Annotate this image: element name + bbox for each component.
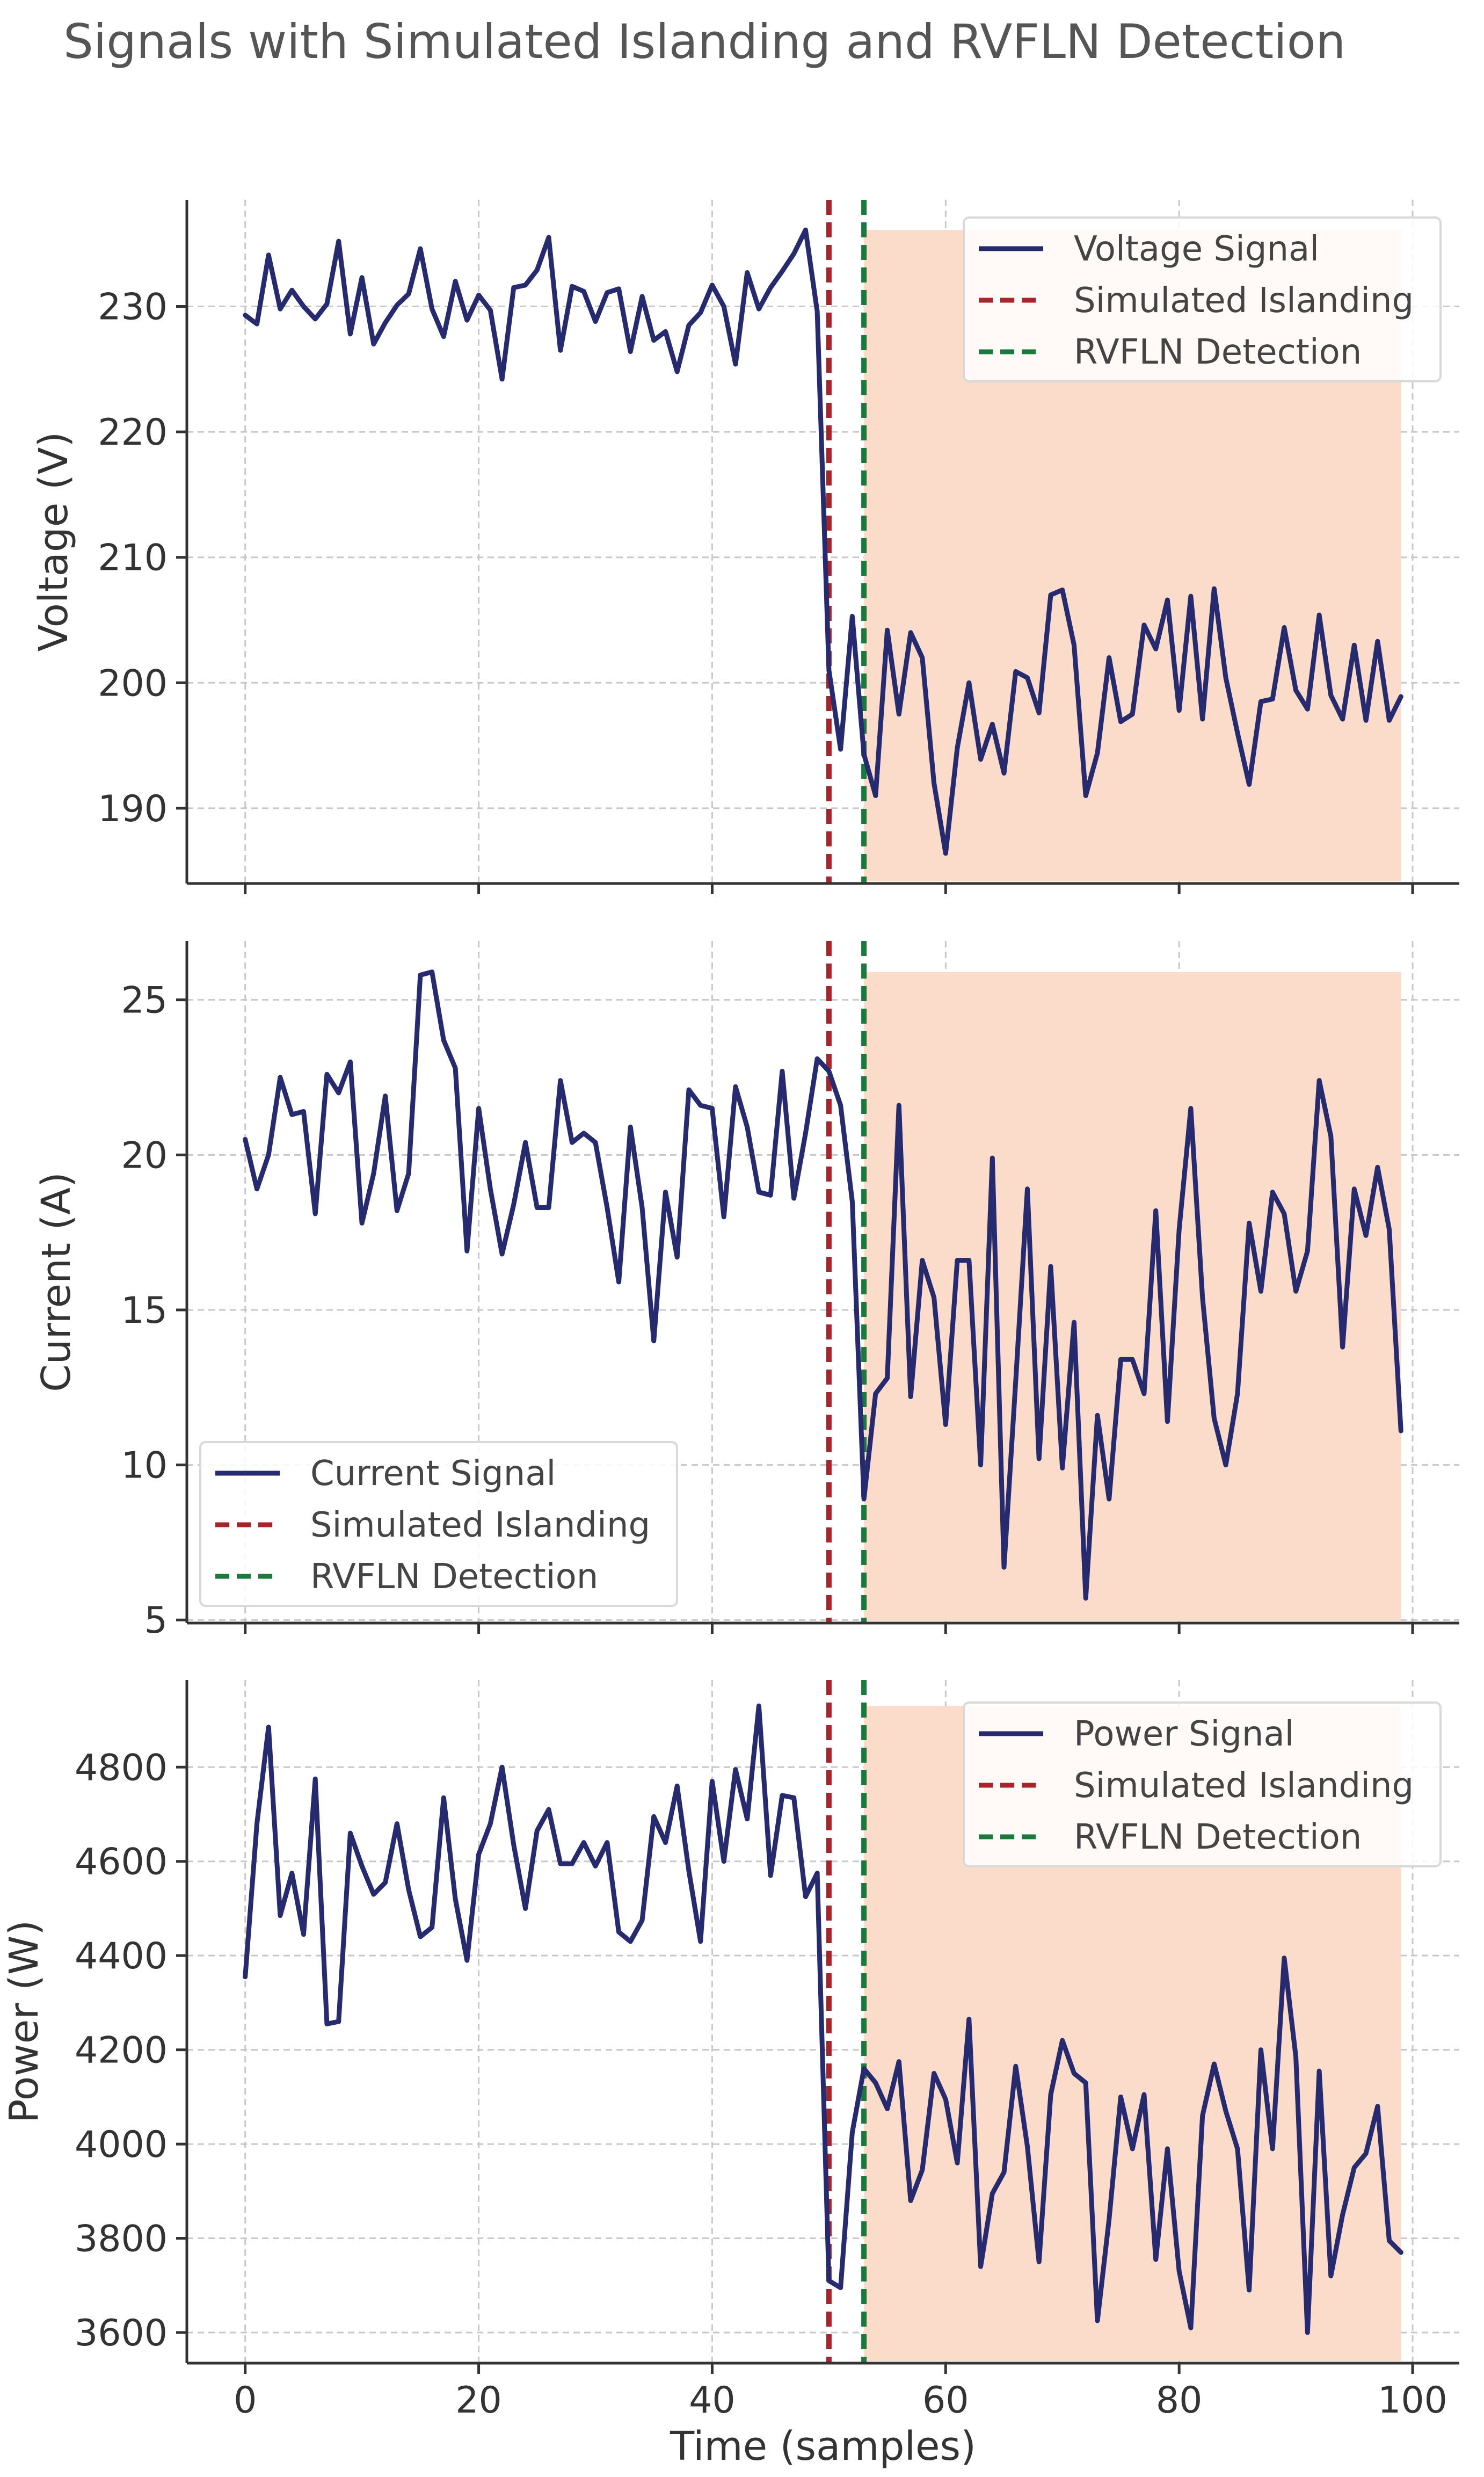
- voltage-panel: 190 200 210 220 230 Voltage (V) Voltage Sign…: [31, 200, 1459, 894]
- legend-label: RVFLN Detection: [1074, 1817, 1362, 1857]
- y-tick-label: 20: [121, 1134, 168, 1177]
- current-panel: 5 10 15 20 25 Current (A) Current Signal Simu…: [33, 941, 1459, 1642]
- power-panel: 0 20 40 60 80 100 3600 3800 4000 4200 4400 4600 4800…: [1, 1680, 1459, 2469]
- y-tick-label: 4600: [75, 1841, 168, 1884]
- y-tick-label: 190: [98, 788, 168, 830]
- legend-label: Simulated Islanding: [1074, 1766, 1414, 1806]
- voltage-y-axis-label: Voltage (V): [31, 432, 77, 651]
- y-tick-label: 4000: [75, 2124, 168, 2166]
- figure-title: Signals with Simulated Islanding and RVF…: [63, 14, 1345, 69]
- current-legend-box: [199, 1441, 678, 1607]
- power-signal-line: [243, 1703, 1403, 2335]
- power-axes: [185, 1680, 1459, 2365]
- y-tick-label: 5: [144, 1599, 168, 1642]
- current-shade-layer: [864, 972, 1401, 1621]
- y-tick-label: 3600: [75, 2312, 168, 2355]
- legend-label: Simulated Islanding: [310, 1505, 650, 1545]
- current-series: [243, 969, 1403, 1601]
- x-tick-label: 80: [1156, 2379, 1203, 2422]
- y-tick-label: 210: [98, 537, 168, 580]
- power-marker-lines: [826, 1680, 867, 2363]
- legend-label: RVFLN Detection: [1074, 332, 1362, 372]
- x-tick-label: 20: [455, 2379, 502, 2422]
- power-series: [243, 1703, 1403, 2335]
- y-tick-label: 230: [98, 286, 168, 329]
- current-axes: [185, 941, 1459, 1625]
- y-tick-label: 200: [98, 662, 168, 705]
- y-tick-label: 220: [98, 411, 168, 454]
- y-tick-label: 25: [121, 980, 168, 1022]
- current-detection-region: [864, 972, 1401, 1621]
- current-marker-lines: [826, 941, 867, 1623]
- x-tick-label: 100: [1378, 2379, 1447, 2422]
- x-tick-label: 40: [689, 2379, 736, 2422]
- y-tick-label: 4800: [75, 1747, 168, 1789]
- voltage-series: [243, 227, 1403, 856]
- voltage-signal-line: [243, 227, 1403, 856]
- x-tick-label: 0: [234, 2379, 257, 2422]
- power-ticks: 0 20 40 60 80 100 3600 3800 4000 4200 4400 4600 4800: [75, 1747, 1447, 2422]
- voltage-ticks: 190 200 210 220 230: [98, 286, 1414, 894]
- legend-label: Voltage Signal: [1074, 229, 1319, 269]
- power-y-axis-label: Power (W): [1, 1920, 47, 2123]
- y-tick-label: 4200: [75, 2030, 168, 2072]
- y-tick-label: 10: [121, 1445, 168, 1487]
- current-ticks: 5 10 15 20 25: [121, 980, 1414, 1642]
- legend-label: Current Signal: [310, 1454, 556, 1494]
- power-legend: Power Signal Simulated Islanding RVFLN Det…: [963, 1701, 1442, 1867]
- x-axis-label: Time (samples): [670, 2423, 976, 2469]
- y-tick-label: 15: [121, 1290, 168, 1332]
- voltage-marker-lines: [826, 200, 867, 883]
- current-y-axis-label: Current (A): [33, 1172, 79, 1392]
- voltage-legend-box: [963, 216, 1442, 382]
- current-signal-line: [243, 969, 1403, 1601]
- current-legend: Current Signal Simulated Islanding RVFLN D…: [199, 1441, 678, 1607]
- legend-label: RVFLN Detection: [310, 1557, 598, 1597]
- y-tick-label: 3800: [75, 2218, 168, 2261]
- legend-label: Power Signal: [1074, 1714, 1294, 1754]
- x-tick-label: 60: [922, 2379, 969, 2422]
- power-legend-box: [963, 1701, 1442, 1867]
- voltage-legend: Voltage Signal Simulated Islanding RVFLN D…: [963, 216, 1442, 382]
- y-tick-label: 4400: [75, 1935, 168, 1978]
- voltage-axes: [185, 200, 1459, 885]
- legend-label: Simulated Islanding: [1074, 281, 1414, 321]
